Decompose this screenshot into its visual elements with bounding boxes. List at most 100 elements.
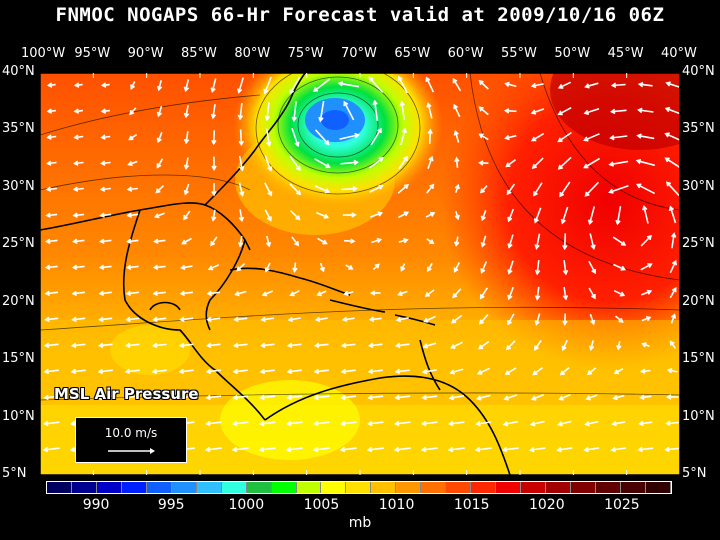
wind-arrow bbox=[670, 232, 677, 249]
wind-arrow bbox=[339, 446, 357, 453]
longitude-label: 95°W bbox=[74, 46, 111, 61]
colorbar-swatch bbox=[171, 482, 197, 493]
wind-arrow bbox=[557, 106, 572, 116]
wind-arrow bbox=[505, 159, 516, 168]
wind-arrow bbox=[507, 208, 515, 223]
wind-arrow bbox=[178, 342, 194, 349]
wind-arrow bbox=[503, 108, 517, 114]
wind-arrow bbox=[478, 79, 489, 90]
wind-arrow bbox=[609, 134, 628, 141]
longitude-label: 65°W bbox=[394, 46, 431, 61]
wind-arrow bbox=[44, 264, 58, 271]
wind-arrow bbox=[610, 446, 627, 453]
latitude-label-right: 15°N bbox=[682, 351, 715, 367]
colorbar-swatch bbox=[371, 482, 397, 493]
wind-arrow bbox=[613, 263, 627, 271]
wind-arrow bbox=[124, 342, 140, 349]
wind-arrow bbox=[98, 264, 112, 271]
wind-arrow bbox=[666, 367, 678, 374]
wind-arrow bbox=[557, 131, 572, 143]
wind-arrow bbox=[238, 129, 245, 147]
wind-arrow bbox=[453, 262, 461, 273]
colorbar-swatch bbox=[571, 482, 596, 493]
wind-arrow bbox=[292, 262, 298, 273]
wind-arrow bbox=[183, 105, 190, 119]
wind-arrow bbox=[312, 446, 330, 453]
wind-arrow bbox=[426, 238, 435, 245]
wind-arrow bbox=[238, 155, 245, 172]
latitude-label-right: 10°N bbox=[682, 408, 715, 424]
wind-arrow bbox=[425, 211, 436, 218]
latitude-label-left: 10°N bbox=[2, 408, 35, 424]
colorbar-tick-label: 1010 bbox=[378, 497, 415, 513]
wind-arrow bbox=[42, 446, 60, 453]
wind-arrow bbox=[639, 394, 652, 401]
wind-arrow bbox=[452, 77, 462, 92]
wind-arrow bbox=[454, 211, 460, 221]
colorbar-swatch bbox=[620, 482, 646, 493]
wind-arrow bbox=[393, 446, 411, 453]
wind-arrow bbox=[314, 158, 331, 169]
wind-arrow bbox=[232, 368, 248, 375]
colorbar-tick-label: 990 bbox=[82, 497, 110, 513]
colorbar-swatch bbox=[546, 482, 572, 493]
wind-arrow bbox=[670, 313, 677, 324]
wind-arrow bbox=[73, 134, 84, 140]
wind-arrow bbox=[425, 76, 435, 93]
wind-arrow bbox=[100, 134, 111, 140]
wind-arrow bbox=[447, 446, 465, 453]
colorbar bbox=[46, 481, 672, 494]
wind-arrow bbox=[181, 237, 192, 245]
wind-arrow bbox=[503, 394, 518, 401]
wind-arrow bbox=[531, 157, 544, 169]
wind-arrow bbox=[72, 212, 85, 218]
wind-arrow bbox=[559, 181, 571, 198]
wind-arrow bbox=[367, 394, 384, 401]
wind-arrow bbox=[637, 107, 654, 114]
wind-arrow bbox=[474, 446, 492, 453]
wind-arrow bbox=[608, 185, 629, 194]
longitude-label: 80°W bbox=[234, 46, 271, 61]
wind-arrow bbox=[44, 316, 59, 323]
wind-arrow bbox=[423, 315, 436, 323]
wind-arrow bbox=[153, 212, 165, 219]
wind-arrow bbox=[289, 183, 302, 196]
wind-arrow bbox=[314, 185, 331, 194]
wind-vectors bbox=[42, 75, 680, 453]
wind-arrow bbox=[533, 207, 542, 224]
wind-arrow bbox=[613, 289, 626, 297]
wind-arrow bbox=[183, 210, 191, 221]
wind-arrow bbox=[588, 340, 595, 351]
wind-arrow bbox=[99, 186, 111, 192]
wind-arrow bbox=[178, 368, 194, 375]
wind-arrow bbox=[478, 106, 489, 116]
wind-arrow bbox=[237, 103, 244, 121]
latitude-label-right: 20°N bbox=[682, 293, 715, 309]
wind-arrow bbox=[152, 316, 167, 323]
wind-arrow bbox=[501, 446, 519, 453]
wind-arrow bbox=[504, 134, 517, 141]
wind-arrow bbox=[127, 160, 138, 167]
latitude-label-left: 5°N bbox=[2, 466, 27, 481]
wind-arrow bbox=[179, 264, 193, 271]
wind-arrow bbox=[583, 157, 601, 169]
wind-arrow bbox=[238, 182, 245, 197]
map-title: MSL Air Pressure bbox=[54, 385, 199, 403]
wind-arrow bbox=[454, 236, 460, 247]
colorbar-units: mb bbox=[348, 515, 372, 531]
wind-arrow bbox=[156, 158, 164, 169]
latitude-label-right: 30°N bbox=[682, 178, 715, 194]
wind-arrow bbox=[427, 262, 433, 273]
colorbar-swatch bbox=[645, 482, 671, 493]
wind-arrow bbox=[611, 420, 626, 427]
wind-arrow bbox=[125, 290, 139, 297]
wind-arrow bbox=[664, 446, 680, 453]
wind-arrow bbox=[614, 315, 624, 323]
axis-ticks bbox=[92, 73, 628, 475]
wind-arrow bbox=[156, 80, 163, 92]
colorbar-swatch bbox=[321, 482, 347, 493]
wind-arrow bbox=[340, 368, 356, 375]
colorbar-swatch bbox=[71, 482, 97, 493]
wind-arrow bbox=[665, 394, 679, 400]
wind-arrow bbox=[45, 186, 57, 192]
